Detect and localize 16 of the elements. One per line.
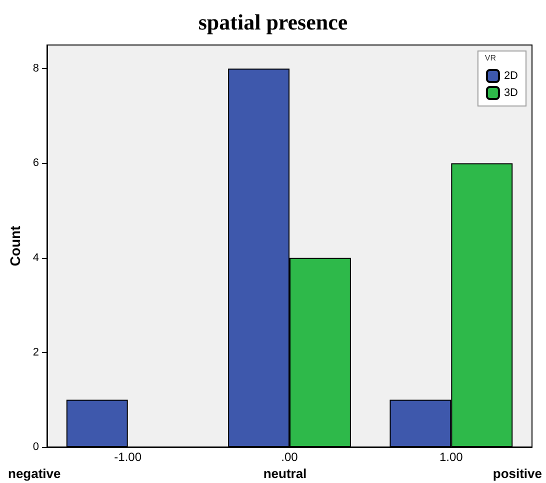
- y-tick-label: 6: [32, 157, 40, 170]
- y-tick-label: 4: [32, 252, 40, 264]
- text: neutral: [263, 466, 307, 481]
- x-tick-label: 1.00: [439, 450, 464, 464]
- x-tick-label: -1.00: [114, 450, 142, 464]
- legend-label: 3D: [504, 87, 518, 99]
- chart-title: spatial presence: [198, 10, 348, 34]
- text: negative: [8, 466, 61, 481]
- y-tick-label: 0: [32, 441, 40, 453]
- legend-label: 2D: [504, 70, 518, 82]
- y-tick-label: 2: [32, 346, 40, 358]
- text: positive: [492, 466, 542, 481]
- y-axis-title: Count: [7, 225, 23, 266]
- x-tick-label: .00: [281, 450, 298, 464]
- legend-title: VR: [484, 54, 496, 62]
- y-tick-label: 8: [32, 62, 40, 75]
